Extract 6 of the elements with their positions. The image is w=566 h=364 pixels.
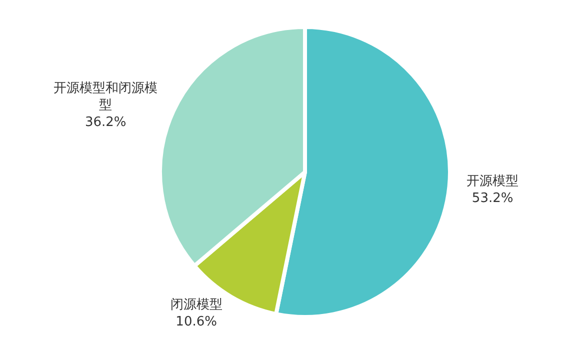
- data-label: 36.2%: [84, 114, 126, 130]
- slice-label: 闭源模型: [170, 297, 222, 312]
- slice-label: 开源模型和闭源模型: [54, 80, 158, 113]
- data-label: 53.2%: [472, 190, 514, 206]
- slice-label: 开源模型: [466, 174, 519, 189]
- data-label: 10.6%: [176, 314, 217, 330]
